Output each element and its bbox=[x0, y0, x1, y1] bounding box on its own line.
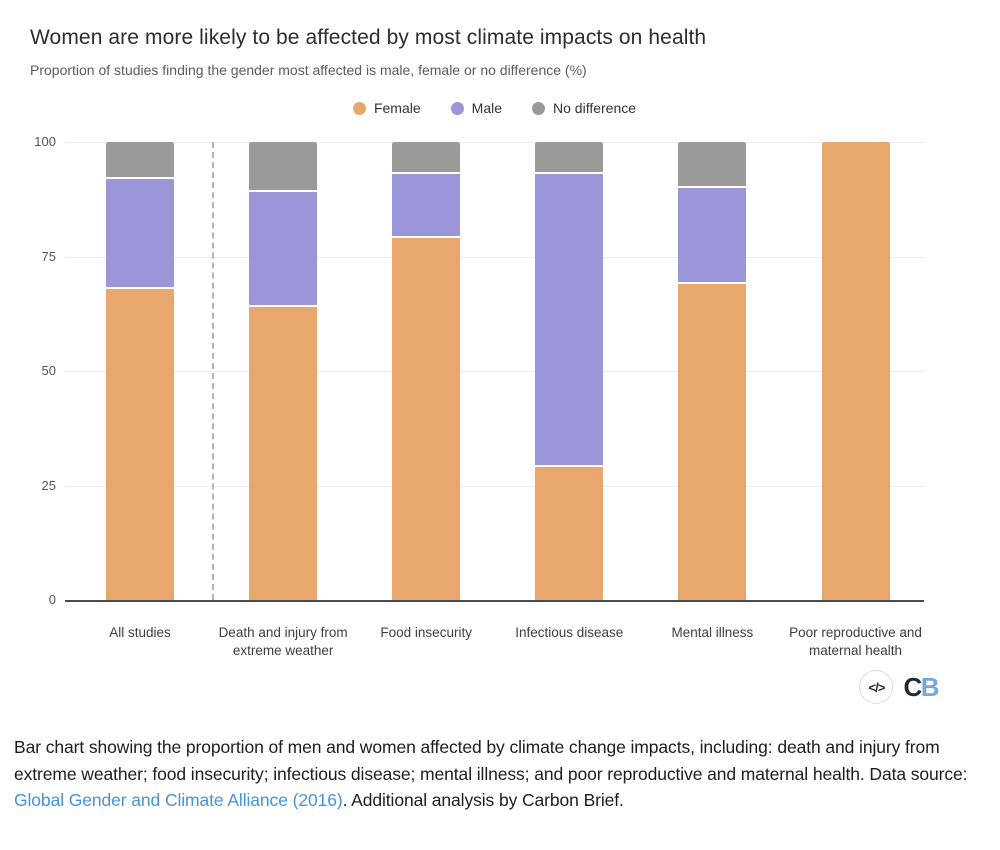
x-category-label-poor-reproductive-and-maternal-health: Poor reproductive and maternal health bbox=[789, 625, 922, 659]
chart-caption: Bar chart showing the proportion of men … bbox=[14, 734, 986, 814]
y-tick-label-0: 0 bbox=[48, 592, 56, 607]
caption-text-after-link: . Additional analysis by Carbon Brief. bbox=[342, 790, 624, 811]
chart-legend: Female Male No difference bbox=[65, 100, 924, 116]
carbon-brief-logo-b: B bbox=[920, 671, 940, 702]
chart-title: Women are more likely to be affected by … bbox=[30, 26, 707, 49]
bar-segment-male-death-and-injury-from-extreme-weather[interactable] bbox=[249, 192, 318, 307]
x-category-label-all-studies: All studies bbox=[109, 625, 171, 640]
x-category-label-death-and-injury-from-extreme-weather: Death and injury from extreme weather bbox=[218, 625, 348, 659]
legend-dot-no-difference bbox=[532, 101, 546, 115]
legend-item-female[interactable]: Female bbox=[352, 100, 421, 116]
legend-item-no-difference[interactable]: No difference bbox=[532, 100, 636, 116]
carbon-brief-logo-c: C bbox=[903, 671, 922, 702]
bar-segment-male-all-studies[interactable] bbox=[106, 178, 174, 289]
category-separator-line bbox=[211, 142, 214, 600]
x-axis-labels: All studies Death and injury from extreme… bbox=[65, 610, 1000, 666]
gridline-100 bbox=[65, 142, 924, 143]
x-category-label-food-insecurity: Food insecurity bbox=[380, 625, 472, 640]
legend-label-female: Female bbox=[373, 100, 421, 116]
bar-segment-female-mental-illness[interactable] bbox=[678, 283, 747, 600]
gridline-25 bbox=[65, 485, 924, 487]
y-tick-label-75: 75 bbox=[41, 248, 56, 264]
legend-dot-female bbox=[352, 101, 366, 115]
caption-text-before-link: Bar chart showing the proportion of men … bbox=[14, 737, 968, 784]
carbon-brief-logo[interactable]: CB bbox=[903, 671, 940, 703]
credit-row: </> CB bbox=[0, 666, 1000, 708]
bar-segment-female-all-studies[interactable] bbox=[106, 288, 174, 600]
chart-subtitle: Proportion of studies finding the gender… bbox=[30, 62, 587, 78]
gridline-75 bbox=[65, 256, 924, 258]
gridline-50 bbox=[65, 371, 924, 372]
bar-segment-no-difference-death-and-injury-from-extreme-weather[interactable] bbox=[249, 142, 318, 193]
bar-segment-male-food-insecurity[interactable] bbox=[392, 174, 461, 239]
bar-segment-female-poor-reproductive-and-maternal-health[interactable] bbox=[821, 142, 890, 600]
bar-segment-no-difference-infectious-disease[interactable] bbox=[535, 142, 604, 175]
legend-label-male: Male bbox=[471, 100, 503, 116]
embed-code-icon[interactable]: </> bbox=[859, 670, 894, 704]
bar-segment-male-infectious-disease[interactable] bbox=[535, 174, 604, 468]
bar-segment-female-death-and-injury-from-extreme-weather[interactable] bbox=[249, 306, 318, 600]
y-tick-label-50: 50 bbox=[41, 363, 56, 378]
bar-segment-female-food-insecurity[interactable] bbox=[392, 238, 461, 600]
stacked-bar-chart: 0 25 50 75 100 bbox=[0, 135, 1000, 607]
legend-label-no-difference: No difference bbox=[553, 100, 637, 116]
bar-segment-no-difference-all-studies[interactable] bbox=[106, 142, 174, 179]
legend-item-male[interactable]: Male bbox=[450, 100, 503, 116]
data-source-link[interactable]: Global Gender and Climate Alliance (2016… bbox=[14, 790, 343, 811]
plot-area bbox=[65, 142, 924, 602]
x-category-label-infectious-disease: Infectious disease bbox=[515, 625, 624, 640]
y-tick-label-100: 100 bbox=[34, 134, 56, 149]
bar-segment-no-difference-mental-illness[interactable] bbox=[678, 142, 747, 188]
legend-dot-male bbox=[450, 101, 464, 115]
bar-segment-female-infectious-disease[interactable] bbox=[535, 467, 604, 600]
bar-segment-no-difference-food-insecurity[interactable] bbox=[392, 142, 461, 175]
bar-segment-male-mental-illness[interactable] bbox=[678, 187, 747, 284]
x-category-label-mental-illness: Mental illness bbox=[671, 625, 754, 640]
y-tick-label-25: 25 bbox=[41, 477, 56, 493]
